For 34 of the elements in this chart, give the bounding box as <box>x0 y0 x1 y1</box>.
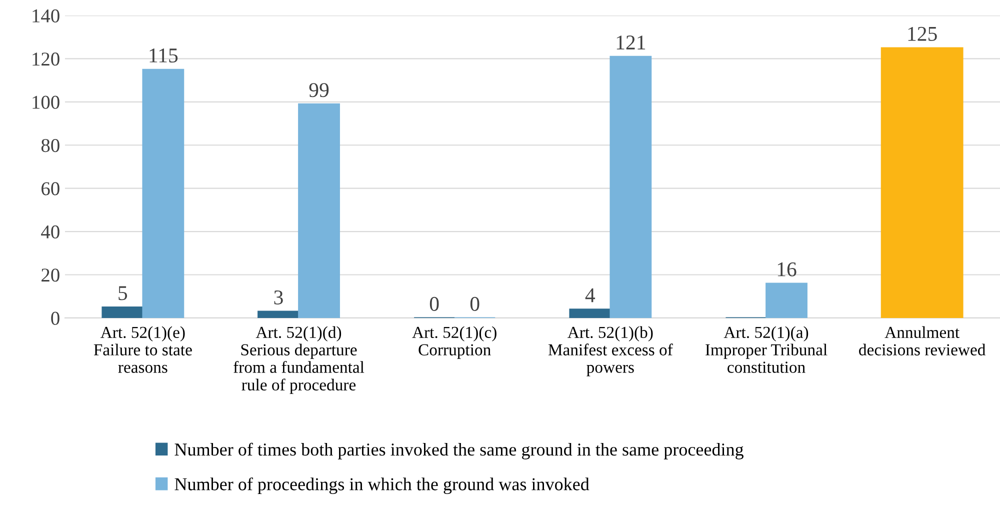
x-tick-label: Art. 52(1)(a) Improper Tribunal constitution <box>706 326 828 373</box>
data-label: 121 <box>616 36 646 50</box>
x-tick-label: Art. 52(1)(b) Manifest excess of powers <box>548 326 673 376</box>
bar <box>766 282 808 318</box>
x-tick-label: Art. 52(1)(d) Serious departure from a fundamental rule of procedure <box>234 326 364 394</box>
bar <box>880 47 964 318</box>
bar <box>102 306 144 318</box>
y-tick-label: 80 <box>41 138 60 152</box>
data-label: 4 <box>585 288 596 302</box>
y-tick-label: 120 <box>32 52 60 66</box>
data-label: 16 <box>778 262 796 276</box>
legend-label: Number of proceedings in which the ground was invoked <box>174 477 590 494</box>
y-tick-label: 20 <box>42 268 60 282</box>
data-label: 115 <box>150 48 178 63</box>
data-label: 0 <box>430 296 439 311</box>
legend-label: Number of times both parties invoked the same ground in the same proceeding <box>174 442 744 460</box>
y-tick-label: 40 <box>41 225 60 238</box>
x-tick-label: Art. 52(1)(c) Corruption <box>412 326 496 359</box>
y-tick-label: 140 <box>32 9 60 22</box>
data-label: 3 <box>274 290 283 304</box>
data-label: 5 <box>118 286 128 300</box>
y-tick-label: 100 <box>32 96 60 109</box>
bar <box>298 103 340 318</box>
data-label: 0 <box>470 296 480 311</box>
y-tick-label: 0 <box>51 312 60 325</box>
bar <box>569 308 612 318</box>
data-label: 99 <box>309 83 329 98</box>
x-tick-label: Art. 52(1)(e) Failure to state reasons <box>94 326 192 373</box>
x-tick-label: Annulment decisions reviewed <box>859 326 986 356</box>
y-tick-label: 60 <box>42 182 60 196</box>
bar <box>142 68 184 318</box>
data-label: 125 <box>908 26 937 41</box>
bar <box>258 310 300 318</box>
bar <box>610 56 652 318</box>
